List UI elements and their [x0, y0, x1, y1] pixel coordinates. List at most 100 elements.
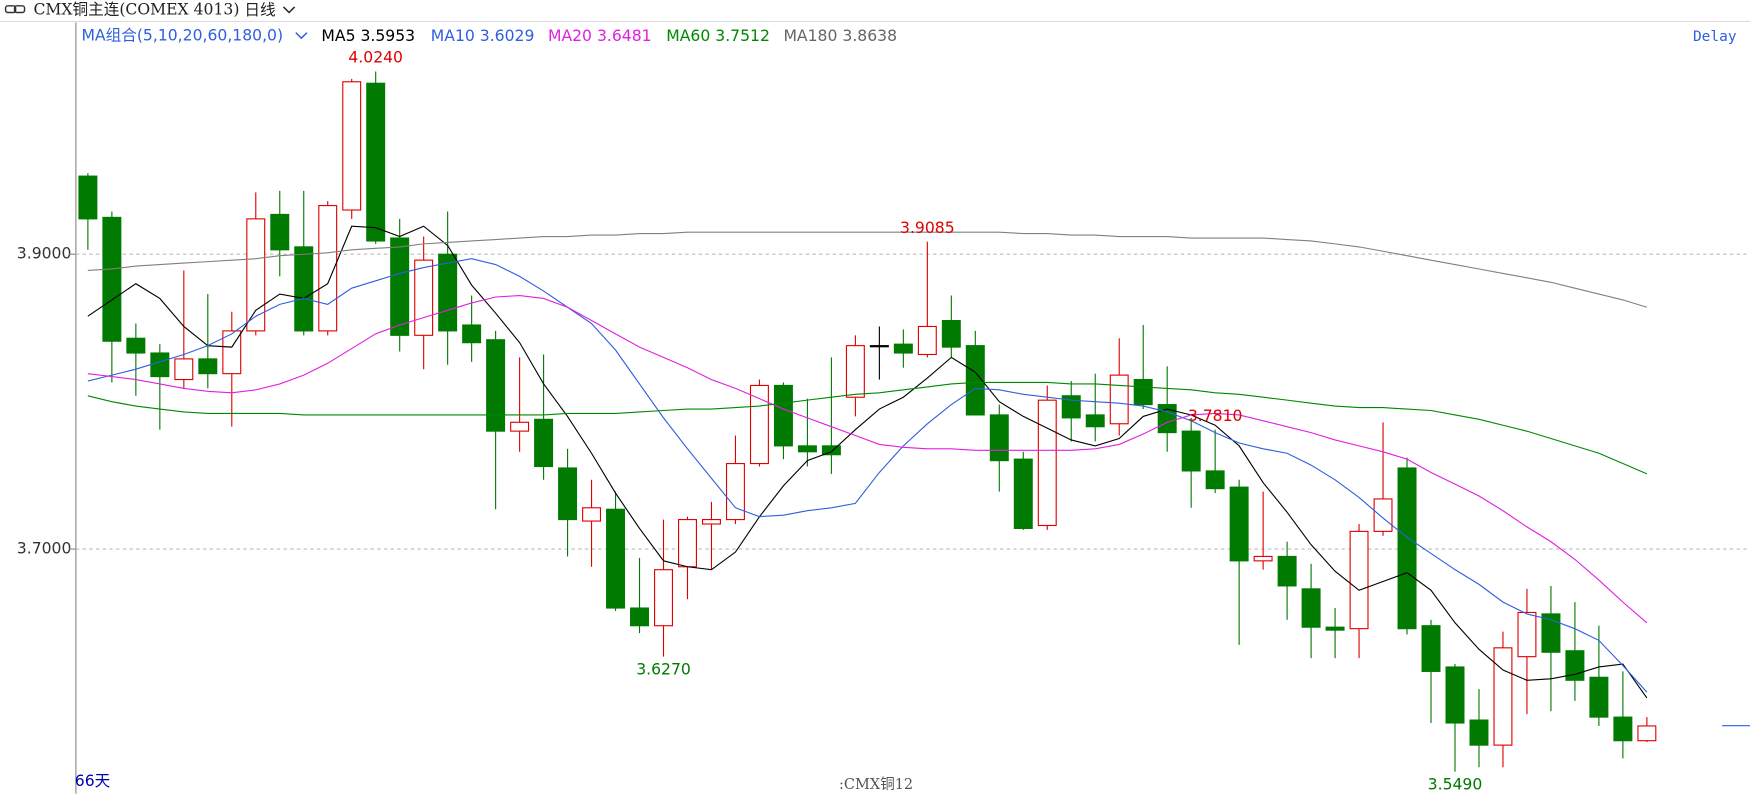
legend-name: MA60: [666, 26, 710, 44]
symbol-title[interactable]: CMX铜主连(COMEX 4013): [33, 0, 239, 18]
candle-body: [558, 467, 578, 521]
ma-line: [87, 231, 1648, 308]
candle-body: [678, 519, 697, 568]
candle-body: [630, 607, 650, 627]
candle-body: [534, 418, 554, 468]
extreme-label: 3.9085: [900, 219, 955, 237]
legend-value: 3.6029: [480, 26, 535, 44]
legend-value: 3.7512: [715, 26, 770, 44]
candle-body: [414, 259, 434, 336]
legend-name: MA5: [321, 26, 355, 44]
candle-body: [462, 324, 482, 344]
legend-entry: MA10 3.6029: [431, 26, 535, 44]
legend-name: MA20: [548, 26, 592, 44]
delay-status: Delay: [1693, 29, 1737, 45]
candle-body: [1373, 498, 1393, 532]
legend-name: MA180: [783, 26, 837, 44]
legend-value: 3.6481: [597, 26, 652, 44]
candle-body: [78, 175, 98, 220]
ma-line: [87, 294, 1648, 624]
legend-entry: MA20 3.6481: [548, 26, 652, 44]
candle-body: [869, 345, 889, 348]
candle-body: [1325, 626, 1345, 631]
legend-name: MA10: [431, 26, 475, 44]
candle-body: [1085, 414, 1105, 428]
candle-body: [1613, 716, 1633, 742]
ma-line: [87, 258, 1648, 693]
candle-body: [1301, 588, 1321, 628]
candle-body: [246, 218, 266, 332]
candle-body: [294, 246, 314, 332]
candle-body: [701, 519, 721, 525]
candle-body: [174, 358, 194, 381]
candle-body: [1349, 530, 1369, 630]
candle-body: [797, 445, 817, 453]
period-chevron[interactable]: [282, 6, 296, 14]
ma-group-selector[interactable]: MA组合(5,10,20,60,180,0): [81, 26, 283, 44]
candle-body: [725, 463, 745, 521]
candle-body: [510, 421, 530, 432]
candle-body: [917, 325, 937, 356]
candle-body: [1541, 613, 1561, 653]
candle-body: [606, 508, 626, 609]
extreme-label: 4.0240: [348, 49, 403, 67]
candle-body: [198, 358, 218, 375]
candle-body: [1133, 378, 1153, 406]
candle-body: [1229, 486, 1249, 562]
candle-body: [1397, 467, 1417, 630]
legend-entry: MA5 3.5953: [321, 26, 415, 44]
extreme-label: 3.6270: [636, 661, 691, 679]
ma-group-chevron[interactable]: [295, 32, 308, 40]
candle-body: [222, 330, 242, 375]
candle-body: [1157, 404, 1177, 434]
candle-body: [342, 81, 362, 211]
legend-value: 3.8638: [842, 26, 897, 44]
candle-body: [390, 237, 410, 336]
candle-body: [1445, 666, 1465, 724]
extreme-label: 3.7810: [1188, 407, 1243, 425]
candle-body: [965, 345, 985, 416]
legend-entry: MA60 3.7512: [666, 26, 770, 44]
period-selector[interactable]: 日线: [244, 1, 276, 19]
ma-line: [87, 381, 1648, 475]
ma-line: [87, 225, 1648, 699]
candle-body: [773, 384, 793, 447]
candle-body: [654, 569, 673, 627]
extreme-label: 3.5490: [1428, 776, 1483, 794]
legend-entry: MA180 3.8638: [783, 26, 897, 44]
candle-body: [126, 337, 146, 354]
candle-body: [1637, 725, 1657, 742]
y-tick-label: 3.9000: [17, 245, 72, 263]
candle-body: [102, 216, 122, 342]
candle-body: [1517, 611, 1537, 658]
candle-body: [1061, 395, 1081, 419]
candle-body: [1589, 676, 1609, 718]
symbol-icon: [4, 5, 26, 14]
candle-body: [438, 253, 458, 332]
y-tick-label: 3.7000: [17, 540, 72, 558]
candle-body: [941, 320, 961, 348]
candle-body: [270, 213, 290, 251]
candle-body: [821, 445, 841, 456]
candle-body: [1493, 647, 1513, 746]
candle-body: [989, 414, 1009, 462]
candle-body: [845, 345, 865, 398]
candle-body: [1013, 458, 1033, 529]
candle-body: [1277, 555, 1297, 587]
candle-body: [1109, 374, 1129, 425]
candle-body: [1181, 430, 1201, 472]
candle-body: [749, 384, 769, 465]
day-count: 66天: [75, 772, 111, 790]
candle-body: [318, 205, 338, 332]
candle-body: [1037, 399, 1057, 527]
legend-value: 3.5953: [360, 26, 415, 44]
candle-body: [1421, 625, 1441, 672]
candle-body: [486, 339, 506, 432]
candle-body: [1253, 555, 1273, 562]
candle-body: [150, 352, 170, 378]
candle-body: [893, 343, 913, 354]
candle-body: [1469, 719, 1489, 746]
